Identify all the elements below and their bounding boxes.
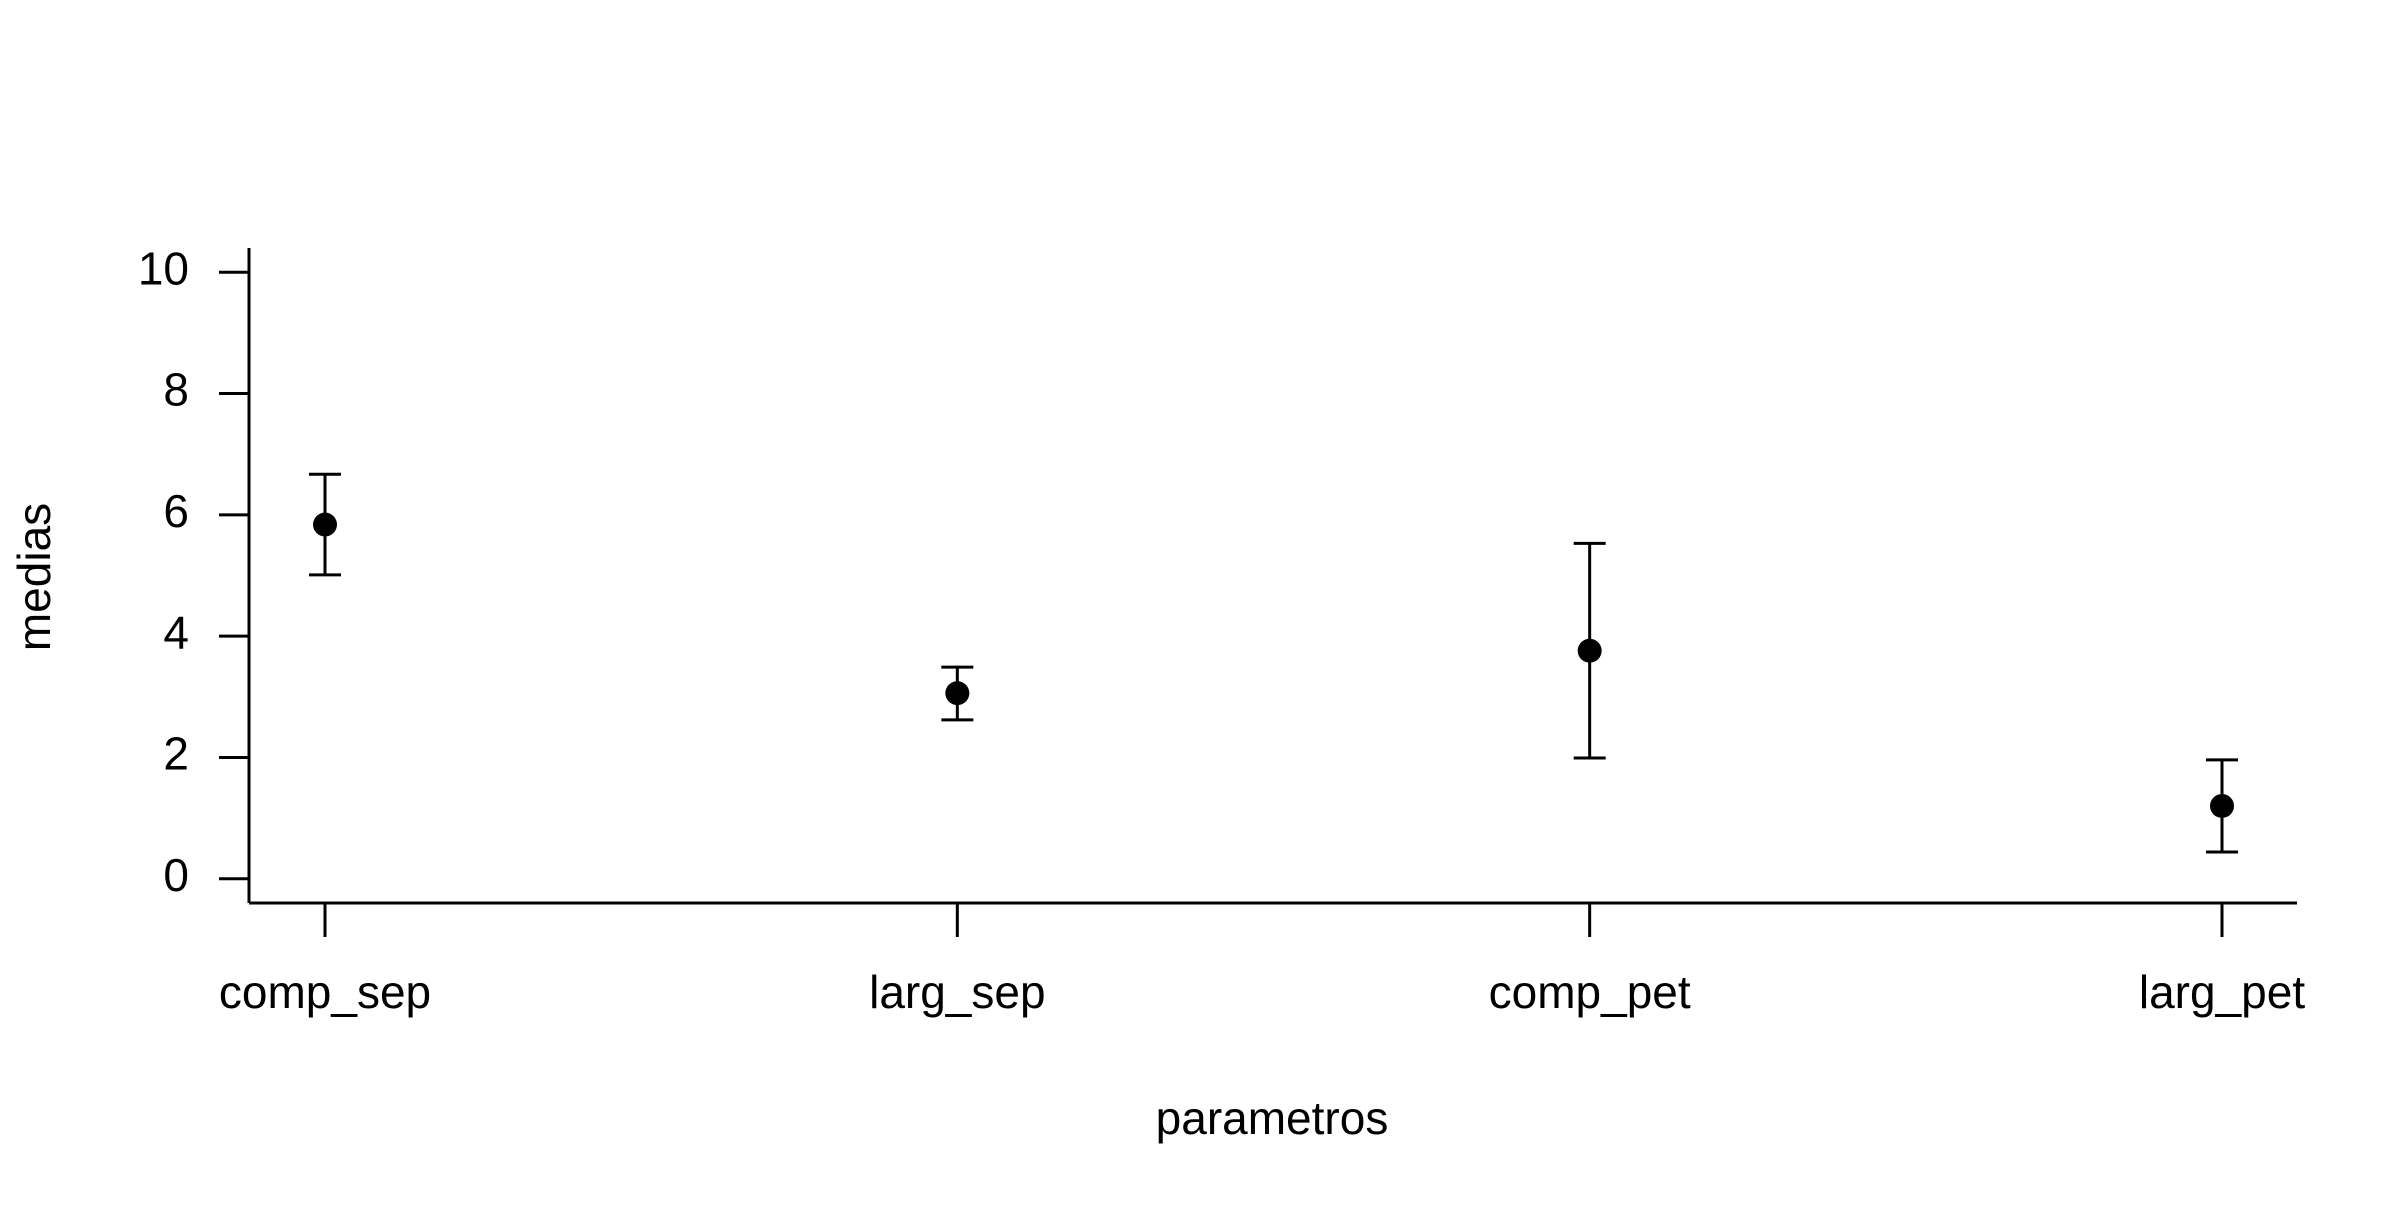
y-tick-label: 0 bbox=[163, 849, 189, 901]
x-tick-label: larg_pet bbox=[2139, 966, 2305, 1018]
x-tick-label: comp_pet bbox=[1489, 966, 1691, 1018]
y-axis-title: medias bbox=[8, 503, 60, 651]
y-tick-label: 8 bbox=[163, 364, 189, 416]
x-tick-label: larg_sep bbox=[869, 966, 1045, 1018]
x-tick-label: comp_sep bbox=[219, 966, 431, 1018]
x-axis-title: parametros bbox=[1156, 1092, 1389, 1144]
mean-point-comp_pet bbox=[1577, 638, 1602, 663]
marks-layer bbox=[309, 472, 2238, 854]
mean-point-comp_sep bbox=[313, 512, 337, 537]
mean-point-larg_sep bbox=[945, 681, 970, 706]
y-tick-label: 4 bbox=[163, 606, 189, 658]
y-tick-label: 10 bbox=[138, 242, 189, 294]
y-tick-label: 2 bbox=[163, 728, 189, 780]
mean-point-larg_pet bbox=[2210, 793, 2234, 818]
axes-layer: 0 2 4 6 8 10 comp_sep larg_sep comp_pet larg_pet bbox=[138, 242, 2306, 1018]
y-tick-label: 6 bbox=[163, 485, 189, 537]
